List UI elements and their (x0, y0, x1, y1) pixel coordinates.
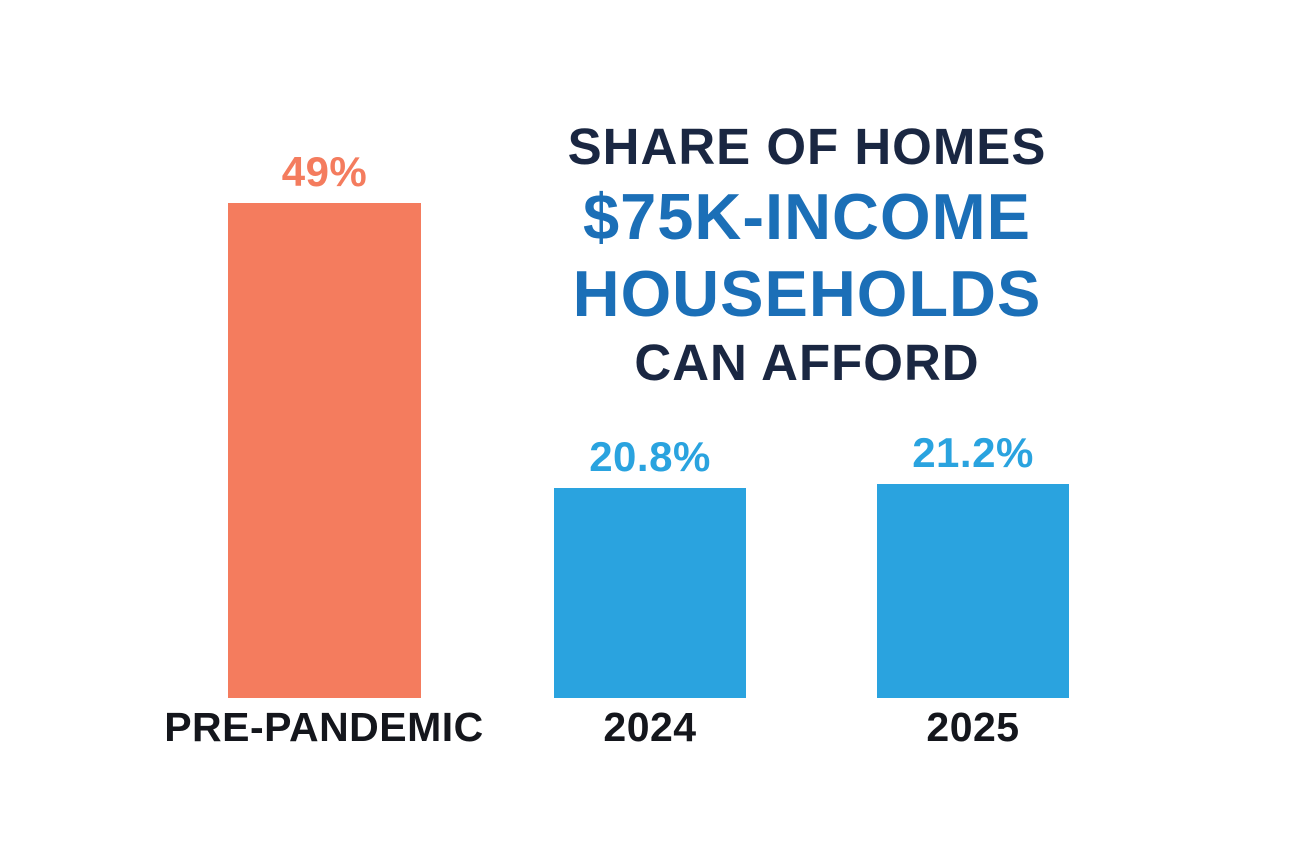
value-label-2025: 21.2% (912, 429, 1034, 476)
bar-group-2025: 21.2% (877, 429, 1069, 698)
chart-title: SHARE OF HOMES $75K-INCOME HOUSEHOLDS CA… (540, 116, 1074, 394)
bar-chart: 49% 20.8% 21.2% (228, 148, 1069, 698)
chart-title-line-1: SHARE OF HOMES (567, 118, 1047, 175)
bar-pre-pandemic (228, 203, 421, 698)
chart-title-line-4: CAN AFFORD (634, 334, 980, 391)
bar-group-pre-pandemic: 49% (228, 148, 421, 698)
chart-title-line-3: HOUSEHOLDS (572, 257, 1042, 330)
bar-2024 (554, 488, 746, 698)
category-label-2025: 2025 (926, 704, 1020, 750)
value-label-pre-pandemic: 49% (281, 148, 368, 195)
bar-group-2024: 20.8% (554, 433, 746, 698)
value-label-2024: 20.8% (589, 433, 711, 480)
bar-2025 (877, 484, 1069, 698)
category-label-pre-pandemic: PRE-PANDEMIC (164, 704, 484, 750)
category-label-2024: 2024 (603, 704, 697, 750)
chart-title-line-2: $75K-INCOME (582, 180, 1032, 253)
